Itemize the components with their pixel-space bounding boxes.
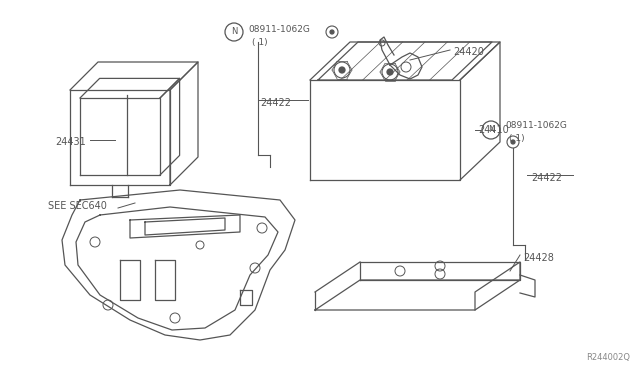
Text: 24420: 24420 — [453, 47, 484, 57]
Text: N: N — [488, 125, 494, 135]
Circle shape — [330, 30, 334, 34]
Text: SEE SEC640: SEE SEC640 — [48, 201, 107, 211]
Circle shape — [387, 69, 393, 75]
Text: R244002Q: R244002Q — [586, 353, 630, 362]
Text: ( 1): ( 1) — [509, 134, 525, 142]
Text: 08911-1062G: 08911-1062G — [505, 121, 567, 129]
Text: 08911-1062G: 08911-1062G — [248, 25, 310, 33]
Text: 24422: 24422 — [260, 98, 291, 108]
Circle shape — [339, 67, 345, 73]
Circle shape — [511, 140, 515, 144]
Text: 24431: 24431 — [55, 137, 86, 147]
Text: 24428: 24428 — [523, 253, 554, 263]
Text: 24422: 24422 — [531, 173, 562, 183]
Text: 24410: 24410 — [478, 125, 509, 135]
Text: ( 1): ( 1) — [252, 38, 268, 46]
Text: N: N — [231, 28, 237, 36]
